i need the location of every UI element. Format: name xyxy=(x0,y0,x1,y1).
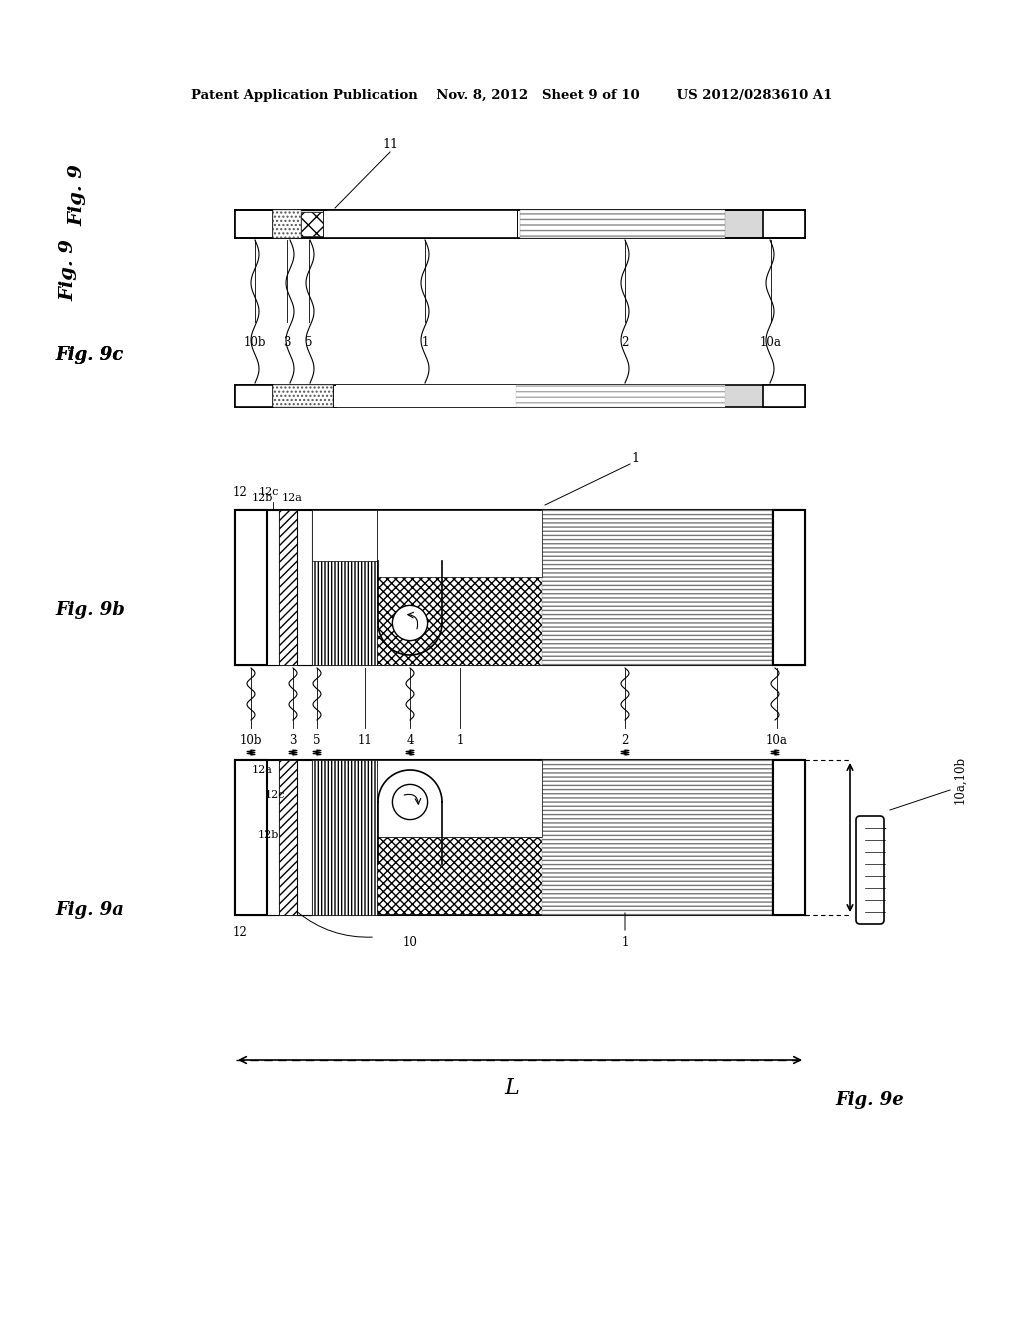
Bar xyxy=(542,510,772,665)
Bar xyxy=(234,385,273,407)
Bar xyxy=(520,210,725,238)
Text: 11: 11 xyxy=(357,734,373,747)
Bar xyxy=(267,510,279,665)
Text: Fig. 9c: Fig. 9c xyxy=(55,346,123,364)
Text: Fig. 9: Fig. 9 xyxy=(59,239,77,301)
Bar xyxy=(279,760,297,915)
Bar xyxy=(234,760,805,915)
Text: 12c: 12c xyxy=(258,487,279,498)
Bar xyxy=(773,760,805,915)
Text: 2: 2 xyxy=(622,337,629,350)
Text: 12b: 12b xyxy=(258,830,279,840)
Bar xyxy=(377,510,542,665)
Bar xyxy=(773,510,805,665)
Text: Fig. 9c: Fig. 9c xyxy=(55,346,123,364)
Text: 4: 4 xyxy=(407,734,414,747)
Bar xyxy=(297,510,312,665)
Text: 11: 11 xyxy=(382,139,398,152)
Text: 2: 2 xyxy=(622,734,629,747)
Text: 12: 12 xyxy=(232,927,248,940)
FancyBboxPatch shape xyxy=(856,816,884,924)
Bar xyxy=(273,385,333,407)
Bar xyxy=(234,760,267,915)
Bar xyxy=(234,210,805,238)
Bar xyxy=(333,385,336,407)
Text: 5: 5 xyxy=(305,337,312,350)
Bar xyxy=(323,210,327,238)
Text: 10a: 10a xyxy=(760,337,782,350)
Bar xyxy=(297,760,312,915)
Text: Patent Application Publication    Nov. 8, 2012   Sheet 9 of 10        US 2012/02: Patent Application Publication Nov. 8, 2… xyxy=(191,88,833,102)
Text: 1: 1 xyxy=(631,451,639,465)
Text: 12c: 12c xyxy=(264,789,285,800)
Text: 12b: 12b xyxy=(252,492,273,503)
Bar xyxy=(234,510,267,665)
Ellipse shape xyxy=(392,606,428,640)
Text: 1: 1 xyxy=(622,936,629,949)
Bar xyxy=(279,510,297,665)
Bar xyxy=(763,210,805,238)
Bar xyxy=(377,760,542,837)
Text: Fig. 9b: Fig. 9b xyxy=(55,601,125,619)
Bar xyxy=(273,210,301,238)
Text: 12: 12 xyxy=(232,486,248,499)
Bar xyxy=(234,510,805,665)
Ellipse shape xyxy=(392,784,428,820)
Text: 10a,10b: 10a,10b xyxy=(953,756,967,804)
Text: 1: 1 xyxy=(421,337,429,350)
Bar xyxy=(267,760,279,915)
Bar xyxy=(336,385,516,407)
Bar xyxy=(312,510,377,665)
Bar xyxy=(312,760,377,915)
Bar xyxy=(517,210,520,238)
Text: Fig. 9a: Fig. 9a xyxy=(55,902,124,919)
Bar xyxy=(763,385,805,407)
Text: 1: 1 xyxy=(457,734,464,747)
Bar xyxy=(312,510,377,561)
Text: 10a: 10a xyxy=(766,734,787,747)
Text: 5: 5 xyxy=(313,734,321,747)
Bar xyxy=(234,385,805,407)
Text: L: L xyxy=(505,1077,519,1100)
Bar xyxy=(377,837,542,913)
Text: 12a: 12a xyxy=(283,492,303,503)
Bar xyxy=(301,213,323,236)
Bar xyxy=(542,760,772,915)
Text: 3: 3 xyxy=(284,337,291,350)
Text: 10b: 10b xyxy=(240,734,262,747)
Text: 12a: 12a xyxy=(252,766,273,775)
Bar xyxy=(327,210,517,238)
Text: H: H xyxy=(868,828,885,846)
Text: 10b: 10b xyxy=(244,337,266,350)
Text: 10: 10 xyxy=(402,936,418,949)
Bar xyxy=(516,385,725,407)
Text: 3: 3 xyxy=(289,734,297,747)
Text: Fig. 9e: Fig. 9e xyxy=(836,1092,904,1109)
Text: Fig. 9: Fig. 9 xyxy=(68,164,86,226)
Bar xyxy=(377,510,542,577)
Bar xyxy=(234,210,273,238)
